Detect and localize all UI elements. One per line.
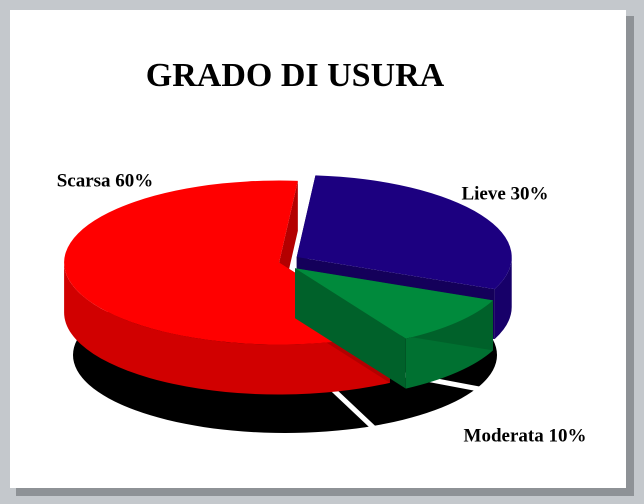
slice-label: Scarsa 60% — [57, 170, 154, 191]
chart-title: GRADO DI USURA — [146, 57, 445, 94]
slice — [295, 268, 493, 339]
slice-label: Lieve 30% — [461, 183, 548, 204]
slice-label: Moderata 10% — [464, 425, 587, 446]
slice-cut — [295, 268, 406, 389]
slice-side — [64, 262, 390, 395]
slice — [296, 175, 512, 290]
slice-side — [494, 257, 512, 340]
